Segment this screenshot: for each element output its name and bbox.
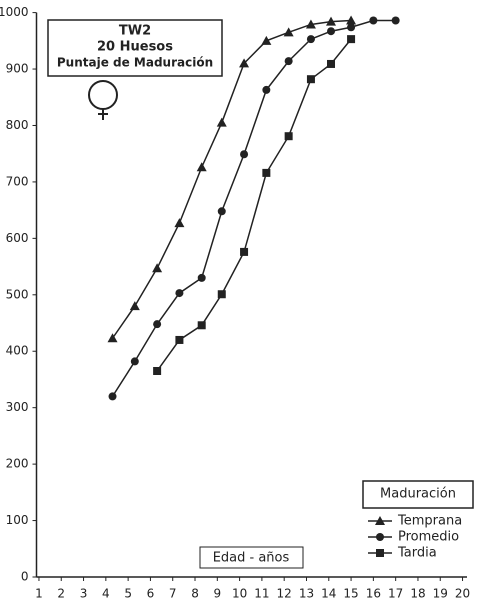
marker — [217, 207, 226, 216]
x-tick-label: 16 — [366, 587, 381, 601]
legend-label: Tardia — [397, 546, 437, 561]
x-tick-label: 11 — [254, 587, 269, 601]
legend-title: Maduración — [380, 487, 456, 502]
marker — [347, 35, 356, 44]
y-tick-label: 300 — [6, 400, 29, 414]
marker — [347, 23, 356, 32]
x-tick-label: 5 — [124, 587, 132, 601]
marker — [240, 150, 249, 159]
series-line — [156, 38, 352, 372]
x-tick-label: 14 — [321, 587, 336, 601]
marker — [375, 516, 385, 525]
x-tick-label: 9 — [213, 587, 221, 601]
annotation: TW2 — [119, 24, 151, 39]
marker — [391, 16, 400, 25]
y-tick-label: 500 — [6, 287, 29, 301]
y-tick-label: 700 — [6, 174, 29, 188]
marker — [284, 132, 293, 141]
marker — [262, 168, 271, 177]
marker — [175, 289, 184, 298]
x-tick-label: 19 — [433, 587, 448, 601]
x-axis-label: Edad - años — [213, 551, 290, 566]
x-tick-label: 15 — [343, 587, 358, 601]
series-line — [111, 19, 396, 397]
marker — [327, 59, 336, 68]
y-tick-label: 600 — [6, 231, 29, 245]
x-tick-label: 4 — [102, 587, 110, 601]
y-tick-label: 1000 — [0, 5, 29, 19]
female-symbol — [88, 80, 118, 120]
marker — [261, 35, 272, 45]
marker — [216, 117, 227, 127]
x-tick-label: 17 — [388, 587, 403, 601]
x-tick-label: 3 — [80, 587, 88, 601]
x-tick-label: 18 — [410, 587, 425, 601]
annotation-box — [47, 19, 223, 77]
marker — [369, 16, 378, 25]
annotation: Puntaje de Maduración — [57, 56, 213, 70]
marker — [175, 335, 184, 344]
legend-label: Promedio — [398, 530, 459, 545]
x-tick-label: 2 — [57, 587, 65, 601]
y-tick-label: 200 — [6, 457, 29, 471]
xlabel-box — [199, 546, 304, 569]
marker — [174, 218, 185, 228]
marker — [306, 75, 315, 84]
y-tick-label: 800 — [6, 118, 29, 132]
y-tick-label: 0 — [21, 570, 29, 584]
y-tick-label: 900 — [6, 62, 29, 76]
x-tick-label: 20 — [455, 587, 470, 601]
marker — [283, 27, 294, 37]
marker — [108, 392, 117, 401]
marker — [376, 549, 384, 557]
marker — [197, 321, 206, 330]
annotation: 20 Huesos — [97, 40, 173, 55]
marker — [262, 85, 271, 94]
marker — [306, 35, 315, 44]
marker — [217, 290, 226, 299]
marker — [196, 162, 207, 172]
x-tick-label: 8 — [191, 587, 199, 601]
y-tick-label: 100 — [6, 513, 29, 527]
x-tick-label: 12 — [277, 587, 292, 601]
x-tick-label: 7 — [169, 587, 177, 601]
series-line — [111, 19, 352, 339]
marker — [130, 357, 139, 366]
marker — [107, 333, 118, 343]
x-tick-label: 6 — [147, 587, 155, 601]
marker — [240, 247, 249, 256]
marker — [376, 533, 384, 541]
y-tick-label: 400 — [6, 344, 29, 358]
marker — [153, 320, 162, 329]
legend-label: Temprana — [397, 514, 462, 529]
legend-box — [362, 480, 474, 509]
marker — [153, 366, 162, 375]
marker — [346, 15, 357, 25]
marker — [239, 58, 250, 68]
marker — [129, 301, 140, 311]
marker — [152, 263, 163, 273]
marker — [305, 19, 316, 29]
x-tick-label: 13 — [299, 587, 314, 601]
x-tick-label: 10 — [232, 587, 247, 601]
x-tick-label: 1 — [35, 587, 43, 601]
marker — [197, 273, 206, 282]
marker — [327, 27, 336, 36]
marker — [284, 57, 293, 66]
marker — [326, 16, 337, 26]
